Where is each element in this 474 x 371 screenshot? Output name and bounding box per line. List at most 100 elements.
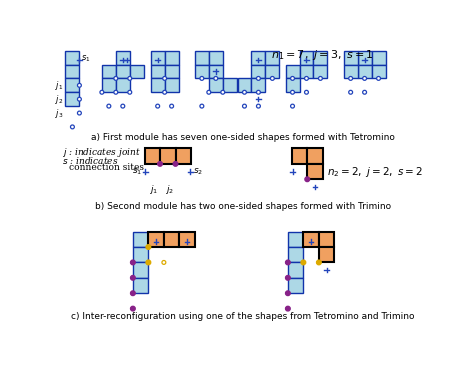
Bar bbox=[344, 51, 357, 65]
Bar bbox=[209, 65, 223, 78]
Circle shape bbox=[156, 104, 160, 108]
Bar bbox=[65, 51, 80, 65]
Text: $s_2$: $s_2$ bbox=[192, 166, 203, 177]
Bar bbox=[265, 65, 279, 78]
Circle shape bbox=[114, 90, 118, 94]
Bar bbox=[319, 232, 334, 247]
Bar bbox=[175, 148, 191, 164]
Circle shape bbox=[130, 260, 135, 265]
Text: connection sites: connection sites bbox=[69, 163, 144, 172]
Circle shape bbox=[146, 260, 151, 265]
Text: $j$ : indicates joint: $j$ : indicates joint bbox=[62, 146, 140, 159]
Circle shape bbox=[243, 90, 246, 94]
Text: $j_2$: $j_2$ bbox=[55, 93, 64, 106]
Bar bbox=[164, 65, 179, 78]
Bar bbox=[372, 51, 385, 65]
Circle shape bbox=[256, 76, 260, 81]
Circle shape bbox=[271, 76, 274, 81]
Circle shape bbox=[146, 245, 151, 249]
Circle shape bbox=[130, 291, 135, 296]
Circle shape bbox=[207, 90, 211, 94]
Text: $s_1$: $s_1$ bbox=[132, 166, 142, 177]
Bar bbox=[133, 232, 148, 247]
Bar bbox=[357, 51, 372, 65]
Bar bbox=[164, 232, 179, 247]
Circle shape bbox=[128, 90, 132, 94]
Circle shape bbox=[200, 76, 204, 81]
Bar bbox=[251, 78, 265, 92]
Bar bbox=[285, 78, 300, 92]
Circle shape bbox=[291, 104, 294, 108]
Bar bbox=[319, 247, 334, 262]
Bar bbox=[164, 78, 179, 92]
Bar bbox=[209, 78, 223, 92]
Bar bbox=[300, 65, 313, 78]
Bar bbox=[65, 65, 80, 78]
Bar bbox=[237, 78, 251, 92]
Bar bbox=[265, 51, 279, 65]
Bar bbox=[133, 278, 148, 293]
Bar bbox=[195, 51, 209, 65]
Circle shape bbox=[243, 104, 246, 108]
Circle shape bbox=[304, 90, 309, 94]
Circle shape bbox=[377, 76, 381, 81]
Circle shape bbox=[121, 104, 125, 108]
Bar bbox=[116, 78, 130, 92]
Circle shape bbox=[291, 76, 294, 81]
Bar bbox=[300, 51, 313, 65]
Circle shape bbox=[71, 125, 74, 129]
Text: $j_1$: $j_1$ bbox=[149, 183, 158, 196]
Circle shape bbox=[285, 306, 290, 311]
Circle shape bbox=[304, 76, 309, 81]
Bar bbox=[133, 262, 148, 278]
Bar bbox=[145, 148, 160, 164]
Circle shape bbox=[349, 76, 353, 81]
Bar bbox=[116, 65, 130, 78]
Circle shape bbox=[301, 260, 306, 265]
Text: $s$ : indicates: $s$ : indicates bbox=[62, 155, 118, 167]
Circle shape bbox=[305, 177, 310, 181]
Bar bbox=[195, 65, 209, 78]
Circle shape bbox=[285, 291, 290, 296]
Bar bbox=[307, 148, 323, 164]
Circle shape bbox=[163, 76, 166, 81]
Circle shape bbox=[291, 90, 294, 94]
Bar bbox=[292, 148, 307, 164]
Bar bbox=[251, 51, 265, 65]
Bar bbox=[160, 148, 175, 164]
Bar bbox=[288, 247, 303, 262]
Circle shape bbox=[114, 76, 118, 81]
Circle shape bbox=[77, 83, 82, 87]
Circle shape bbox=[128, 76, 132, 81]
Bar bbox=[151, 65, 164, 78]
Bar bbox=[133, 247, 148, 262]
Circle shape bbox=[77, 97, 82, 101]
Bar bbox=[288, 262, 303, 278]
Bar bbox=[209, 51, 223, 65]
Bar bbox=[344, 65, 357, 78]
Circle shape bbox=[363, 90, 366, 94]
Circle shape bbox=[349, 90, 353, 94]
Circle shape bbox=[77, 111, 82, 115]
Circle shape bbox=[285, 260, 290, 265]
Circle shape bbox=[146, 260, 150, 265]
Circle shape bbox=[170, 104, 173, 108]
Bar bbox=[179, 232, 195, 247]
Bar bbox=[372, 65, 385, 78]
Text: $j_3$: $j_3$ bbox=[55, 106, 64, 119]
Bar bbox=[288, 278, 303, 293]
Bar bbox=[313, 51, 328, 65]
Text: $j_1$: $j_1$ bbox=[55, 79, 64, 92]
Text: $n_1 = 7,\ j = 3,\ s = 1$: $n_1 = 7,\ j = 3,\ s = 1$ bbox=[271, 48, 374, 62]
Circle shape bbox=[173, 161, 178, 166]
Bar bbox=[164, 51, 179, 65]
Text: $j_2$: $j_2$ bbox=[165, 183, 174, 196]
Bar bbox=[223, 78, 237, 92]
Circle shape bbox=[256, 104, 260, 108]
Circle shape bbox=[107, 104, 111, 108]
Bar bbox=[130, 65, 144, 78]
Bar bbox=[303, 232, 319, 247]
Bar bbox=[357, 65, 372, 78]
Text: b) Second module has two one-sided shapes formed with Trimino: b) Second module has two one-sided shape… bbox=[95, 202, 391, 211]
Circle shape bbox=[158, 161, 162, 166]
